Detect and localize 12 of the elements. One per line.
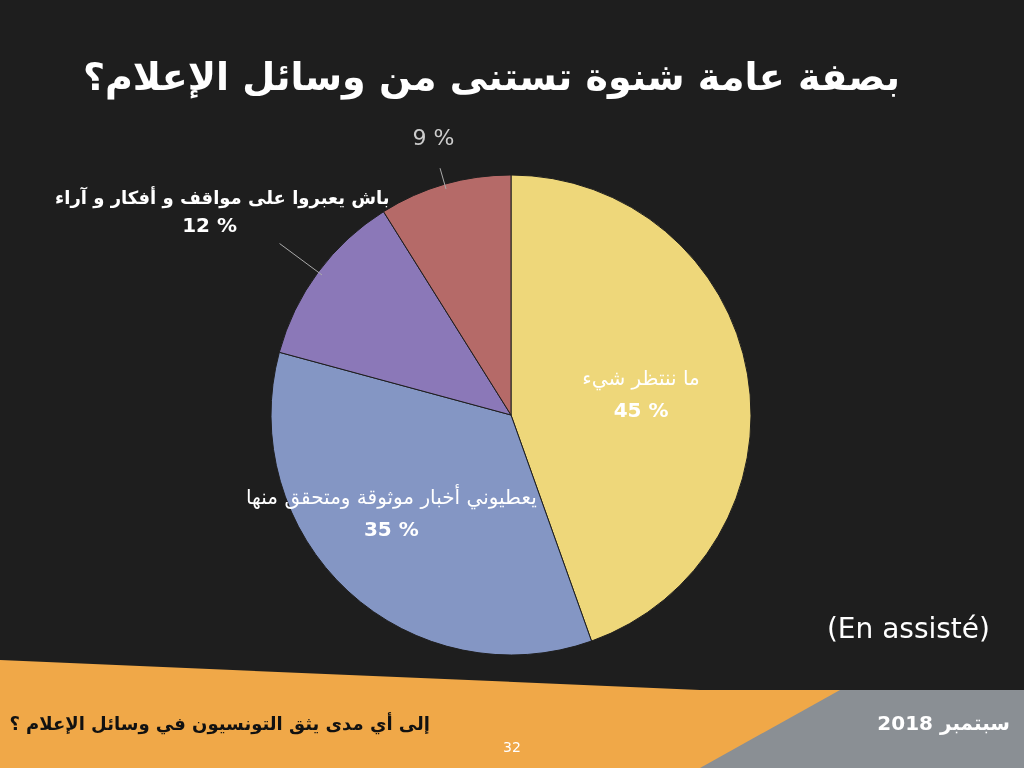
data-label: 35 % [363,516,419,541]
data-label: 45 % [613,397,669,422]
slice-label: ما ننتظر شيء [582,365,700,391]
text: (En assisté) [826,612,990,645]
data-label: 12 % [182,212,238,237]
data-label: 9 % [412,125,455,151]
chart-title: بصفة عامة شنوة تستنى من وسائل الإعلام؟ [82,55,900,100]
slice-label: باش يعبروا على مواقف و أفكار و آراء [55,185,390,209]
text: إلى أي مدى يثق التونسيون في وسائل الإعلام ؟ [9,712,430,735]
text: سبتمبر 2018 [877,711,1010,735]
slice-label: يعطيوني أخبار موثوقة ومتحقق منها [245,483,537,510]
text: 32 [503,739,521,755]
